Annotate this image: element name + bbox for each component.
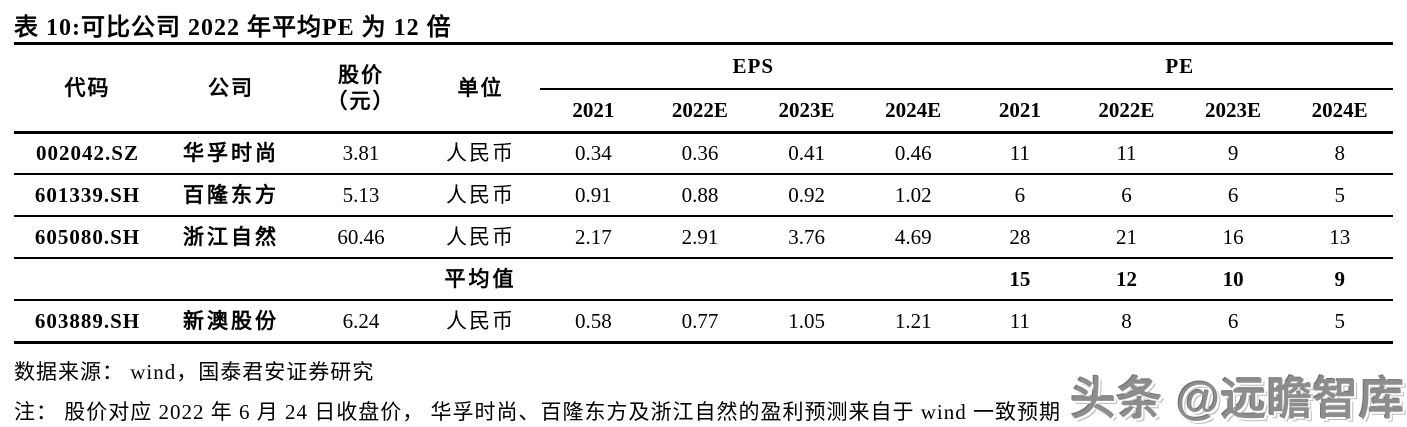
- eps-year-2024e: 2024E: [859, 89, 967, 134]
- table-row: 002042.SZ 华孚时尚 3.81 人民币 0.34 0.36 0.41 0…: [14, 132, 1393, 175]
- cell-code: 605080.SH: [14, 216, 161, 259]
- avg-pe-2021: 15: [966, 258, 1074, 301]
- note-line: 注： 股价对应 2022 年 6 月 24 日收盘价， 华孚时尚、百隆东方及浙江…: [14, 400, 1061, 424]
- cell-eps-2024e: 0.46: [859, 132, 967, 175]
- cell-empty: [301, 258, 421, 301]
- cell-eps-2021: 0.34: [540, 132, 647, 175]
- cell-eps-2022e: 0.77: [646, 300, 754, 344]
- cell-eps-2023e: 0.41: [753, 132, 860, 175]
- cell-eps-2021: 0.58: [540, 300, 647, 344]
- cell-pe-2022e: 11: [1073, 132, 1180, 175]
- price-label-line2: （元）: [326, 88, 396, 113]
- cell-eps-2022e: 0.36: [646, 132, 754, 175]
- cell-eps-2022e: 0.88: [646, 174, 754, 217]
- cell-price: 3.81: [301, 132, 421, 175]
- price-label-line1: 股价: [338, 62, 384, 87]
- cell-price: 60.46: [301, 216, 421, 259]
- eps-year-2022e: 2022E: [646, 89, 754, 134]
- cell-eps-2023e: 3.76: [753, 216, 860, 259]
- page-title: 表 10:可比公司 2022 年平均PE 为 12 倍: [14, 15, 452, 41]
- cell-empty: [753, 258, 860, 301]
- cell-eps-2024e: 1.21: [859, 300, 967, 344]
- header-group-row: 代码 公司 股价 （元） 单位 EPS PE: [14, 45, 1393, 134]
- col-header-price: 股价 （元）: [301, 45, 421, 134]
- cell-pe-2024e: 13: [1286, 216, 1393, 259]
- col-group-eps: EPS: [540, 45, 967, 90]
- avg-pe-2022e: 12: [1073, 258, 1180, 301]
- cell-pe-2021: 28: [966, 216, 1074, 259]
- cell-company: 百隆东方: [161, 174, 301, 217]
- eps-year-2021: 2021: [540, 89, 647, 134]
- cell-eps-2024e: 1.02: [859, 174, 967, 217]
- cell-unit: 人民币: [421, 300, 540, 344]
- cell-code: 603889.SH: [14, 300, 161, 344]
- cell-pe-2022e: 8: [1073, 300, 1180, 344]
- pe-year-2024e: 2024E: [1286, 89, 1393, 134]
- cell-company: 新澳股份: [161, 300, 301, 344]
- avg-pe-2023e: 10: [1179, 258, 1287, 301]
- pe-year-2023e: 2023E: [1179, 89, 1287, 134]
- cell-code: 002042.SZ: [14, 132, 161, 175]
- pe-year-2022e: 2022E: [1073, 89, 1180, 134]
- watermark-toutiao-yuanzhan: 头条 @远瞻智库: [1070, 373, 1405, 424]
- cell-price: 6.24: [301, 300, 421, 344]
- col-header-company: 公司: [161, 45, 301, 134]
- cell-pe-2023e: 9: [1179, 132, 1287, 175]
- col-header-code: 代码: [14, 45, 161, 134]
- data-source-line: 数据来源： wind，国泰君安证券研究: [14, 360, 375, 384]
- cell-pe-2021: 11: [966, 132, 1074, 175]
- cell-empty: [14, 258, 161, 301]
- cell-pe-2023e: 6: [1179, 174, 1287, 217]
- cell-pe-2021: 11: [966, 300, 1074, 344]
- cell-price: 5.13: [301, 174, 421, 217]
- cell-pe-2022e: 6: [1073, 174, 1180, 217]
- table-row: 605080.SH 浙江自然 60.46 人民币 2.17 2.91 3.76 …: [14, 216, 1393, 259]
- table-row: 601339.SH 百隆东方 5.13 人民币 0.91 0.88 0.92 1…: [14, 174, 1393, 217]
- cell-empty: [646, 258, 754, 301]
- cell-company: 华孚时尚: [161, 132, 301, 175]
- average-label: 平均值: [421, 258, 540, 301]
- cell-eps-2023e: 1.05: [753, 300, 860, 344]
- cell-unit: 人民币: [421, 132, 540, 175]
- eps-year-2023e: 2023E: [753, 89, 860, 134]
- cell-pe-2024e: 5: [1286, 174, 1393, 217]
- cell-pe-2024e: 5: [1286, 300, 1393, 344]
- cell-empty: [540, 258, 647, 301]
- cell-pe-2024e: 8: [1286, 132, 1393, 175]
- cell-eps-2021: 0.91: [540, 174, 647, 217]
- cell-empty: [161, 258, 301, 301]
- avg-pe-2024e: 9: [1286, 258, 1393, 301]
- cell-pe-2022e: 21: [1073, 216, 1180, 259]
- cell-pe-2021: 6: [966, 174, 1074, 217]
- cell-empty: [859, 258, 967, 301]
- comparable-companies-table: 代码 公司 股价 （元） 单位 EPS PE 2021 2022E 2023E …: [14, 45, 1393, 344]
- header-years-row: 2021 2022E 2023E 2024E 2021 2022E 2023E …: [14, 89, 1393, 134]
- cell-pe-2023e: 6: [1179, 300, 1287, 344]
- title-rule: [14, 42, 1393, 45]
- col-header-unit: 单位: [421, 45, 540, 134]
- cell-eps-2024e: 4.69: [859, 216, 967, 259]
- cell-eps-2021: 2.17: [540, 216, 647, 259]
- col-group-pe: PE: [966, 45, 1393, 90]
- cell-unit: 人民币: [421, 174, 540, 217]
- cell-code: 601339.SH: [14, 174, 161, 217]
- cell-eps-2023e: 0.92: [753, 174, 860, 217]
- cell-eps-2022e: 2.91: [646, 216, 754, 259]
- average-row: 平均值 15 12 10 9: [14, 258, 1393, 301]
- cell-company: 浙江自然: [161, 216, 301, 259]
- pe-year-2021: 2021: [966, 89, 1074, 134]
- cell-unit: 人民币: [421, 216, 540, 259]
- table-row: 603889.SH 新澳股份 6.24 人民币 0.58 0.77 1.05 1…: [14, 300, 1393, 344]
- cell-pe-2023e: 16: [1179, 216, 1287, 259]
